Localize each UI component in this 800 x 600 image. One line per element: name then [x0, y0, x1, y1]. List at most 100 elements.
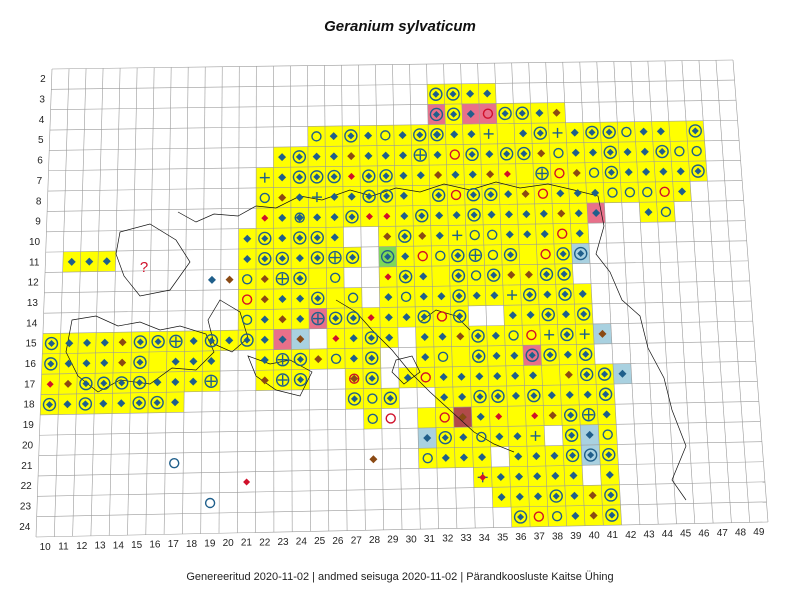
diamond-marker [694, 167, 702, 175]
diamond-marker [347, 172, 355, 180]
diamond-marker [296, 294, 305, 303]
diamond-marker [416, 171, 425, 180]
diamond-marker [278, 234, 287, 243]
circle-marker [517, 146, 531, 161]
diamond-marker [640, 147, 649, 156]
column-label: 15 [131, 540, 143, 551]
diamond-marker [435, 191, 443, 199]
diamond-marker [507, 251, 515, 259]
grid-line-horizontal [37, 481, 765, 497]
diamond-marker [365, 213, 373, 221]
diamond-marker [260, 315, 269, 324]
diamond-marker [243, 478, 251, 486]
circle-marker [491, 389, 505, 403]
circle-marker [362, 169, 376, 183]
circle-marker [346, 311, 361, 325]
diamond-marker [330, 233, 339, 242]
diamond-marker [469, 191, 477, 199]
grid-line-horizontal [36, 501, 767, 517]
circle-marker [484, 187, 498, 202]
grid-cell [479, 103, 497, 124]
diamond-marker [82, 359, 91, 368]
diamond-marker [439, 373, 448, 382]
grid-cell [483, 244, 503, 266]
circle-marker [413, 128, 427, 142]
diamond-marker [432, 90, 440, 98]
diamond-marker [534, 492, 543, 501]
column-label: 16 [149, 540, 161, 551]
circle-marker [398, 229, 412, 243]
grid-cell [433, 346, 453, 368]
diamond-marker [551, 471, 560, 480]
diamond-marker [458, 413, 467, 422]
circle-marker [310, 251, 325, 265]
circle-marker [560, 327, 574, 342]
circle-marker [446, 107, 461, 121]
row-label: 2 [40, 74, 46, 85]
diamond-marker [495, 432, 504, 441]
diamond-marker [135, 399, 143, 407]
circle-marker [564, 428, 579, 442]
diamond-marker [295, 173, 303, 181]
circle-marker [579, 367, 594, 382]
grid-line-vertical [477, 63, 494, 528]
diamond-marker [503, 170, 511, 178]
circle-marker [469, 229, 480, 241]
diamond-marker [171, 357, 180, 366]
grid-line-vertical [443, 63, 458, 529]
diamond-marker [368, 374, 376, 382]
circle-marker [537, 188, 549, 199]
diamond-marker [468, 150, 476, 158]
grid-line-vertical [324, 65, 330, 532]
circle-marker [563, 408, 578, 422]
diamond-marker [225, 275, 234, 284]
column-label: 33 [460, 533, 472, 544]
circle-marker [525, 348, 539, 362]
grid-line-vertical [613, 61, 641, 525]
diamond-marker [542, 270, 550, 278]
plus-marker [277, 354, 288, 365]
row-label: 18 [23, 400, 35, 411]
circle-marker [543, 348, 557, 362]
diamond-marker [468, 170, 477, 179]
grid-line-horizontal [35, 521, 769, 538]
grid-cell [668, 120, 688, 142]
grid-line-vertical [127, 67, 138, 536]
diamond-marker [487, 210, 496, 219]
column-label: 38 [552, 531, 564, 542]
plus-marker [259, 172, 270, 183]
row-label: 9 [35, 217, 41, 228]
diamond-marker [296, 234, 304, 242]
column-label: 11 [58, 541, 69, 552]
diamond-marker [295, 254, 304, 263]
grid-line-vertical [341, 65, 348, 531]
grid-line-vertical [182, 67, 189, 535]
diamond-marker [533, 472, 542, 481]
column-label: 10 [40, 542, 52, 553]
diamond-marker [416, 131, 424, 139]
grid-line-horizontal [47, 180, 743, 192]
diamond-marker [260, 274, 269, 283]
circle-marker [450, 189, 462, 201]
circle-marker [364, 331, 379, 345]
circle-marker [473, 389, 487, 404]
diamond-marker [519, 129, 528, 138]
grid-line-horizontal [45, 240, 747, 253]
grid-line-horizontal [38, 441, 762, 456]
diamond-marker [691, 127, 699, 135]
circle-marker [556, 247, 570, 261]
circle-marker [79, 376, 93, 391]
diamond-marker [136, 338, 144, 346]
grid-line-horizontal [40, 381, 758, 395]
circle-marker [241, 314, 253, 326]
diamond-marker [67, 257, 76, 266]
circle-marker [431, 188, 446, 202]
circle-marker [437, 351, 449, 363]
diamond-marker [547, 391, 556, 400]
diamond-marker [64, 359, 73, 368]
grid-cell [431, 245, 450, 267]
circle-marker [422, 453, 433, 464]
circle-marker [452, 309, 467, 323]
row-label: 22 [21, 481, 33, 492]
